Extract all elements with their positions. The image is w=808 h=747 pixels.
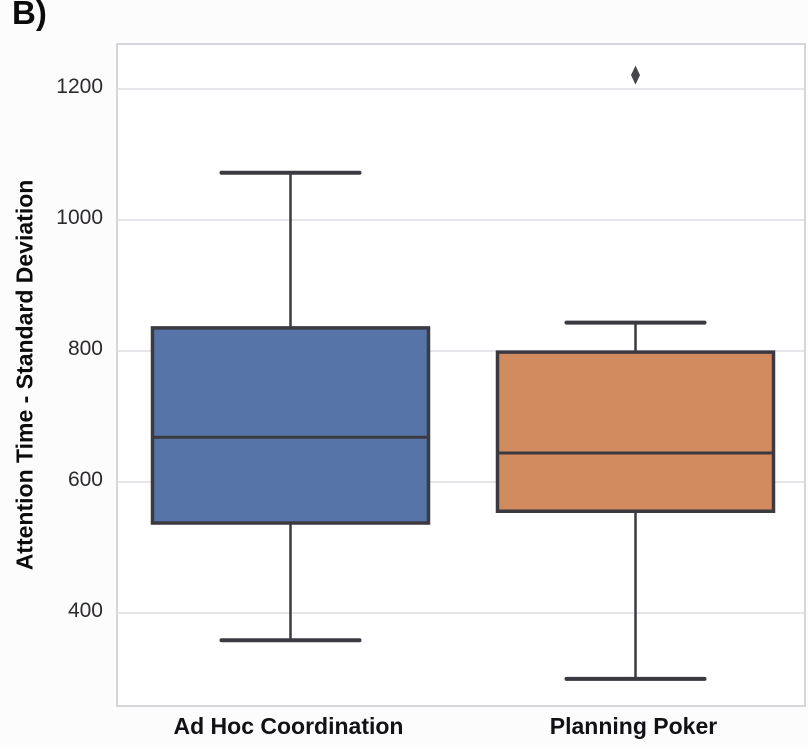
gridline-800 (118, 349, 804, 352)
gridline-400 (118, 611, 804, 614)
plot-area (116, 43, 806, 707)
x-tick-label-ad-hoc-coordination: Ad Hoc Coordination (173, 713, 404, 739)
gridline-1200 (118, 87, 804, 90)
y-tick-label-1000: 1000 (56, 205, 103, 229)
outlier-marker-planning-poker (631, 65, 640, 85)
y-tick-label-1200: 1200 (56, 74, 103, 98)
x-tick-label-planning-poker: Planning Poker (549, 713, 718, 739)
boxplot-canvas (150, 65, 776, 681)
panel-label: B) (12, 0, 47, 31)
box-ad-hoc-coordination (150, 326, 431, 525)
y-tick-label-400: 400 (67, 598, 103, 622)
box-planning-poker (495, 350, 776, 513)
y-axis-title: Attention Time - Standard Deviation (11, 179, 38, 571)
y-tick-label-800: 800 (67, 336, 103, 360)
gridline-1000 (118, 218, 804, 221)
y-tick-label-600: 600 (67, 467, 103, 491)
gridline-600 (118, 480, 804, 483)
